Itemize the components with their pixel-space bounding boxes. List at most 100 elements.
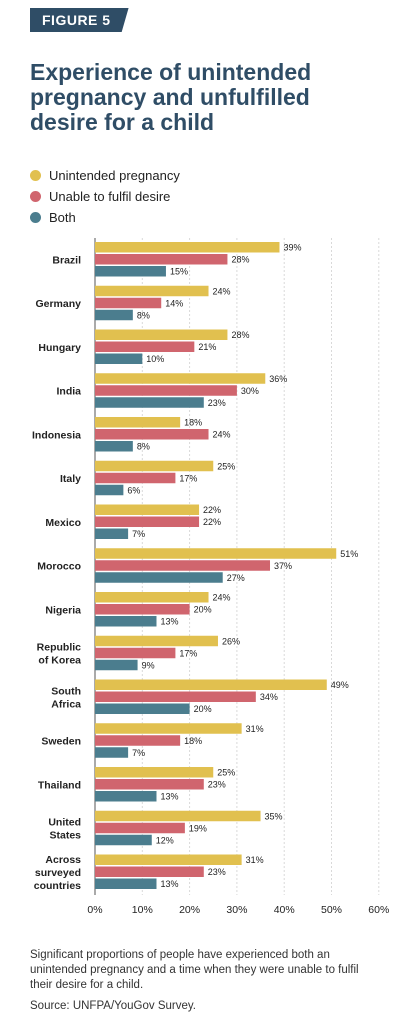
data-label: 25% <box>217 768 235 778</box>
data-label: 26% <box>222 636 240 646</box>
data-label: 24% <box>213 430 231 440</box>
bar <box>95 441 133 452</box>
bar-chart: 39% 28% 15% Brazil 24% 14% 8% Germany 28% 21% 10% H… <box>32 238 389 916</box>
bar <box>95 560 271 571</box>
legend-swatch-unable <box>30 191 41 202</box>
figure-badge: FIGURE 5 <box>30 8 129 32</box>
legend-swatch-unintended <box>30 170 41 181</box>
data-label: 19% <box>189 823 207 833</box>
data-label: 18% <box>184 418 202 428</box>
bar <box>95 254 228 265</box>
bar <box>95 834 152 846</box>
bar <box>95 417 181 428</box>
footnote: Significant proportions of people have e… <box>30 949 359 991</box>
bar <box>95 548 337 559</box>
category-label: Nigeria <box>45 604 81 616</box>
bar <box>95 767 214 778</box>
bar <box>95 572 223 583</box>
legend-item-unintended: Unintended pregnancy <box>30 165 180 186</box>
legend-swatch-both <box>30 212 41 223</box>
bar <box>95 341 195 352</box>
x-tick-label: 20% <box>179 904 200 916</box>
x-tick-label: 50% <box>321 904 342 916</box>
bar <box>95 592 209 603</box>
bar <box>95 779 204 790</box>
data-label: 28% <box>231 255 249 265</box>
data-label: 20% <box>194 704 212 714</box>
data-label: 30% <box>241 386 259 396</box>
data-label: 6% <box>127 485 140 495</box>
bar <box>95 373 266 384</box>
category-label: surveyed <box>35 867 81 879</box>
bar <box>95 647 176 659</box>
data-label: 27% <box>227 573 245 583</box>
data-label: 22% <box>203 517 221 527</box>
category-label: Morocco <box>37 561 81 573</box>
bar <box>95 822 185 834</box>
data-label: 35% <box>265 811 283 821</box>
bar <box>95 810 261 822</box>
data-label: 37% <box>274 561 292 571</box>
bar <box>95 266 166 277</box>
data-label: 24% <box>213 593 231 603</box>
data-label: 9% <box>142 660 155 670</box>
bar <box>95 353 143 364</box>
bar <box>95 735 181 746</box>
data-label: 49% <box>331 680 349 690</box>
chart-title: Experience of unintended pregnancy and u… <box>30 59 312 135</box>
bar <box>95 309 133 321</box>
bar <box>95 866 204 877</box>
bar <box>95 635 218 647</box>
bar <box>95 723 242 734</box>
bar <box>95 516 200 527</box>
data-label: 7% <box>132 748 145 758</box>
data-label: 13% <box>160 617 178 627</box>
category-label: Sweden <box>41 736 81 748</box>
data-label: 23% <box>208 867 226 877</box>
bar <box>95 297 162 309</box>
legend-label-unintended: Unintended pregnancy <box>49 168 180 183</box>
bar <box>95 703 190 714</box>
data-label: 23% <box>208 780 226 790</box>
data-label: 17% <box>179 648 197 658</box>
category-label: Mexico <box>45 517 81 529</box>
legend-item-both: Both <box>30 207 180 228</box>
data-label: 13% <box>160 792 178 802</box>
x-tick-label: 40% <box>274 904 295 916</box>
bar <box>95 285 209 297</box>
x-tick-label: 0% <box>87 904 102 916</box>
bar <box>95 504 200 515</box>
data-label: 36% <box>269 374 287 384</box>
category-label: Republic <box>37 642 81 654</box>
bar <box>95 747 129 758</box>
bar <box>95 854 242 865</box>
legend: Unintended pregnancy Unable to fulfil de… <box>30 165 180 228</box>
data-label: 20% <box>194 605 212 615</box>
bar <box>95 878 157 889</box>
category-label: Across <box>45 854 81 866</box>
data-label: 22% <box>203 505 221 515</box>
category-label: of Korea <box>38 655 81 667</box>
bar <box>95 528 129 539</box>
bar <box>95 242 280 253</box>
data-label: 8% <box>137 310 150 320</box>
data-label: 7% <box>132 529 145 539</box>
category-label: South <box>51 685 81 697</box>
bar <box>95 484 124 496</box>
legend-label-both: Both <box>49 210 76 225</box>
bar <box>95 659 138 671</box>
data-label: 31% <box>246 724 264 734</box>
x-tick-label: 10% <box>132 904 153 916</box>
category-label: Brazil <box>52 254 81 266</box>
data-label: 13% <box>160 879 178 889</box>
bar <box>95 616 157 627</box>
data-label: 21% <box>198 342 216 352</box>
legend-item-unable: Unable to fulfil desire <box>30 186 180 207</box>
bar <box>95 385 237 396</box>
bar <box>95 472 176 484</box>
data-label: 15% <box>170 267 188 277</box>
bar <box>95 604 190 615</box>
category-label: Germany <box>35 298 81 310</box>
category-label: Thailand <box>38 779 81 791</box>
category-label: Africa <box>51 698 81 710</box>
